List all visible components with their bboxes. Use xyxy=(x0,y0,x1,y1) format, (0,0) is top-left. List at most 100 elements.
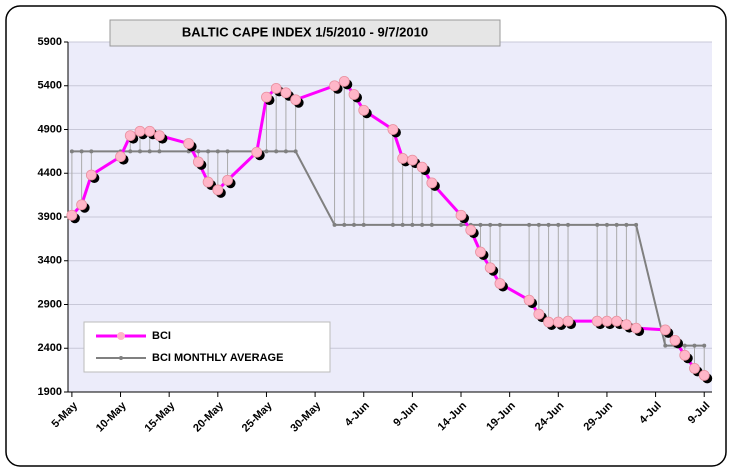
average-marker xyxy=(604,222,609,227)
average-marker xyxy=(410,222,415,227)
average-marker xyxy=(614,222,619,227)
bci-marker xyxy=(85,169,97,181)
average-marker xyxy=(225,149,230,154)
average-marker xyxy=(497,222,502,227)
bci-marker xyxy=(212,184,224,196)
chart-title: BALTIC CAPE INDEX 1/5/2010 - 9/7/2010 xyxy=(182,24,428,39)
average-marker xyxy=(692,343,697,348)
average-marker xyxy=(390,222,395,227)
title-box xyxy=(109,19,501,47)
legend-box xyxy=(83,321,331,373)
bci-marker xyxy=(115,151,126,163)
bci-marker xyxy=(562,315,574,327)
bci-marker xyxy=(387,124,399,135)
bci-marker xyxy=(329,80,340,92)
bci-marker xyxy=(134,125,146,137)
y-tick-label: 3400 xyxy=(38,255,62,267)
average-marker xyxy=(546,222,551,227)
y-tick-label: 4400 xyxy=(38,167,62,179)
average-marker xyxy=(361,222,366,227)
average-marker xyxy=(283,149,288,154)
average-marker xyxy=(215,149,220,154)
bci-marker xyxy=(484,262,496,274)
average-marker xyxy=(420,222,425,227)
bci-marker xyxy=(669,334,681,346)
bci-marker xyxy=(358,104,370,116)
average-marker xyxy=(196,149,201,154)
average-marker xyxy=(624,222,629,227)
legend-label: BCI MONTHLY AVERAGE xyxy=(152,352,283,364)
average-marker xyxy=(478,222,483,227)
average-marker xyxy=(702,343,707,348)
bci-marker xyxy=(679,349,691,361)
average-marker xyxy=(566,222,571,227)
average-marker xyxy=(128,149,133,154)
bci-marker xyxy=(659,324,671,336)
bci-marker xyxy=(183,138,195,149)
bci-marker xyxy=(552,316,564,328)
average-marker xyxy=(332,222,337,227)
y-tick-label: 5900 xyxy=(38,36,62,48)
bci-marker xyxy=(202,176,214,188)
bci-marker xyxy=(154,130,165,142)
average-marker xyxy=(488,222,493,227)
average-marker xyxy=(79,149,84,154)
y-tick-label: 2400 xyxy=(38,342,62,354)
bci-marker xyxy=(611,315,623,327)
bci-marker xyxy=(270,82,282,94)
average-marker xyxy=(69,149,74,154)
bci-marker xyxy=(406,154,418,166)
average-marker xyxy=(352,222,357,227)
bci-marker xyxy=(76,199,88,211)
bci-marker xyxy=(601,315,613,327)
y-tick-label: 4900 xyxy=(38,123,62,135)
average-marker xyxy=(556,222,561,227)
bci-marker xyxy=(591,315,603,327)
bci-marker xyxy=(338,75,350,87)
average-marker xyxy=(157,149,162,154)
bci-marker xyxy=(494,278,506,289)
average-marker xyxy=(527,222,532,227)
average-marker xyxy=(459,222,464,227)
legend-marker xyxy=(119,356,123,360)
average-marker xyxy=(264,149,269,154)
bci-marker xyxy=(124,130,136,142)
y-tick-label: 3900 xyxy=(38,211,62,223)
bci-marker xyxy=(620,319,632,331)
average-marker xyxy=(274,149,279,154)
bci-marker xyxy=(251,146,263,158)
bci-marker xyxy=(523,294,535,306)
bci-marker xyxy=(455,209,467,221)
bci-marker xyxy=(144,125,156,137)
y-tick-label: 2900 xyxy=(38,298,62,310)
bci-marker xyxy=(416,161,428,173)
bci-marker xyxy=(465,224,477,236)
average-marker xyxy=(634,222,639,227)
average-marker xyxy=(342,222,347,227)
average-marker xyxy=(663,343,668,348)
average-marker xyxy=(137,149,142,154)
average-marker xyxy=(429,222,434,227)
bci-marker xyxy=(698,369,710,381)
average-marker xyxy=(682,343,687,348)
average-marker xyxy=(595,222,600,227)
bci-marker xyxy=(192,156,204,168)
bci-marker xyxy=(222,174,233,186)
y-tick-label: 5400 xyxy=(38,80,62,92)
average-marker xyxy=(400,222,405,227)
bci-marker xyxy=(66,209,78,221)
bci-marker xyxy=(397,152,409,164)
average-marker xyxy=(293,149,298,154)
legend-marker xyxy=(117,332,125,340)
bci-marker xyxy=(280,87,292,99)
bci-marker xyxy=(261,91,272,103)
average-marker xyxy=(147,149,152,154)
average-marker xyxy=(89,149,94,154)
average-marker xyxy=(536,222,541,227)
bci-marker xyxy=(348,89,360,100)
bci-marker xyxy=(543,316,554,328)
bci-marker xyxy=(475,246,486,258)
legend-label: BCI xyxy=(152,330,171,342)
